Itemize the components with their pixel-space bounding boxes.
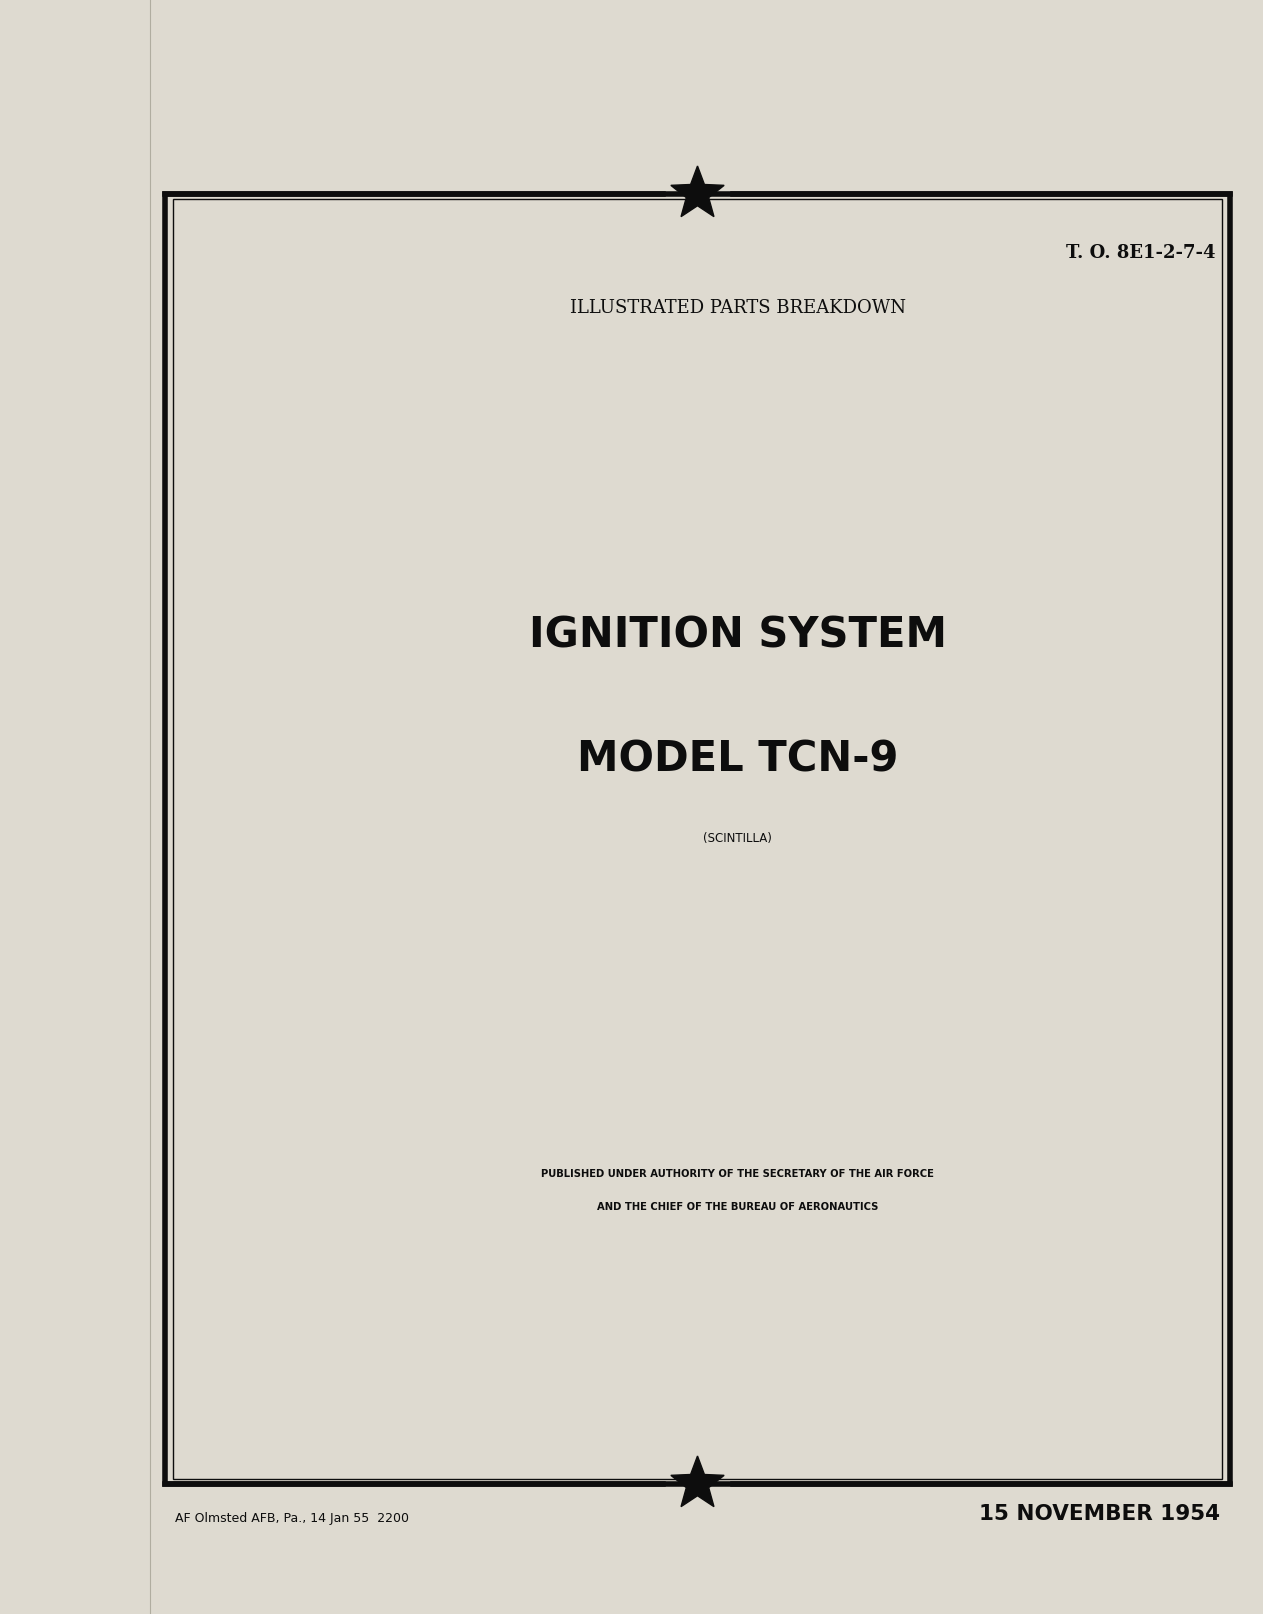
Bar	[173, 199, 1223, 1478]
Text: MODEL TCN-9: MODEL TCN-9	[577, 739, 898, 781]
Text: T. O. 8E1-2-7-4: T. O. 8E1-2-7-4	[1066, 244, 1215, 261]
Bar	[165, 194, 1230, 1483]
Polygon shape	[671, 1456, 724, 1506]
Text: AND THE CHIEF OF THE BUREAU OF AERONAUTICS: AND THE CHIEF OF THE BUREAU OF AERONAUTI…	[597, 1202, 878, 1212]
Polygon shape	[671, 166, 724, 216]
Text: IGNITION SYSTEM: IGNITION SYSTEM	[528, 613, 946, 655]
Text: AF Olmsted AFB, Pa., 14 Jan 55  2200: AF Olmsted AFB, Pa., 14 Jan 55 2200	[176, 1512, 409, 1525]
Text: 15 NOVEMBER 1954: 15 NOVEMBER 1954	[979, 1504, 1220, 1524]
Text: PUBLISHED UNDER AUTHORITY OF THE SECRETARY OF THE AIR FORCE: PUBLISHED UNDER AUTHORITY OF THE SECRETA…	[541, 1169, 933, 1178]
Text: ILLUSTRATED PARTS BREAKDOWN: ILLUSTRATED PARTS BREAKDOWN	[570, 299, 906, 316]
Bar	[0, 0, 150, 1614]
Text: (SCINTILLA): (SCINTILLA)	[703, 831, 772, 846]
